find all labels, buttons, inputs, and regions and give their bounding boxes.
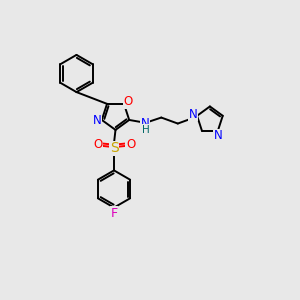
Text: N: N [214, 130, 223, 142]
Text: N: N [188, 108, 197, 121]
Text: O: O [126, 138, 135, 152]
Text: N: N [93, 114, 102, 127]
Text: O: O [123, 95, 133, 108]
Text: F: F [110, 207, 118, 220]
Text: N: N [140, 117, 149, 130]
Text: S: S [110, 142, 118, 155]
Text: H: H [142, 124, 149, 134]
Text: O: O [93, 138, 102, 152]
